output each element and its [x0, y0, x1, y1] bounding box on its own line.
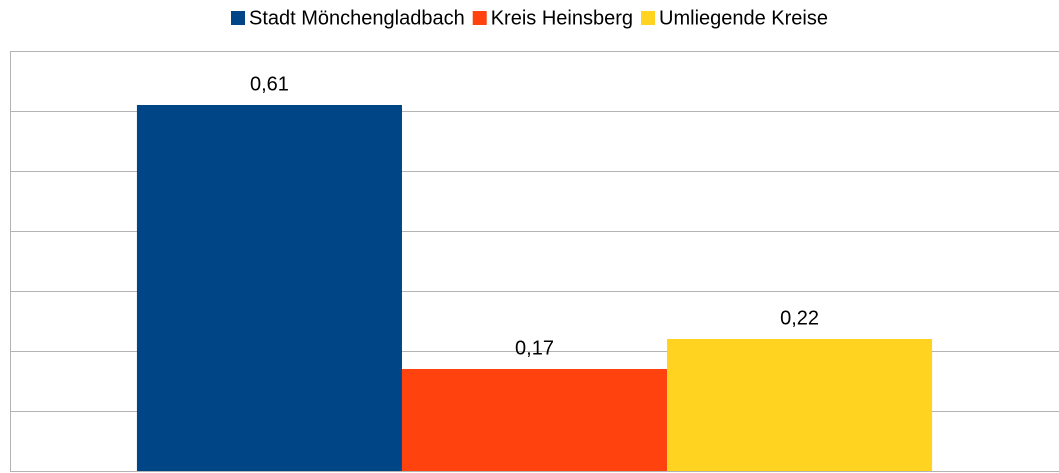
data-label: 0,61	[250, 73, 289, 95]
data-label: 0,22	[780, 307, 819, 329]
legend-swatch	[472, 11, 487, 25]
legend-label: Stadt Mönchengladbach	[249, 7, 465, 29]
data-label: 0,17	[515, 337, 554, 359]
legend-swatch	[231, 11, 245, 25]
legend-swatch	[641, 11, 656, 25]
bar	[136, 105, 402, 471]
legend-label: Kreis Heinsberg	[491, 7, 633, 29]
bar	[667, 339, 933, 471]
bar	[401, 369, 668, 471]
legend-label: Umliegende Kreise	[659, 7, 828, 29]
